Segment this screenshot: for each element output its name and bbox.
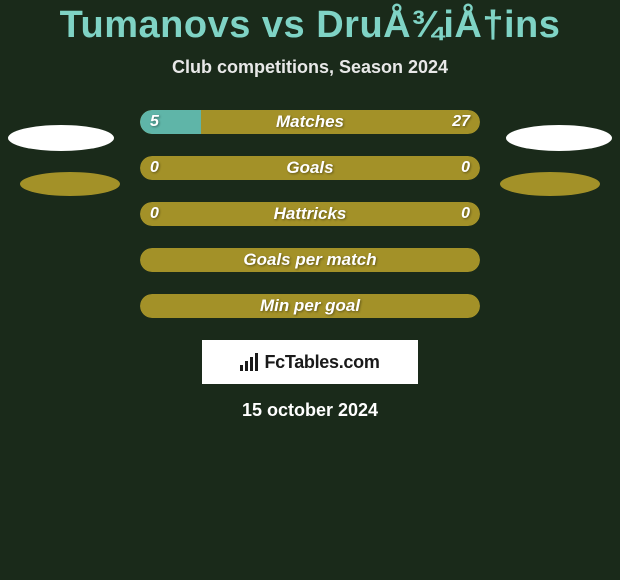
stats-container: 527Matches 00Goals 00Hattricks Goals per ma… xyxy=(140,110,480,318)
date-text: 15 october 2024 xyxy=(242,400,378,421)
stat-fill xyxy=(140,110,201,134)
stat-track xyxy=(140,248,480,272)
page-title: Tumanovs vs DruÅ¾iÅ†ins xyxy=(60,4,561,47)
fctables-logo: FcTables.com xyxy=(202,340,418,384)
right-ellipse-row-1 xyxy=(500,172,600,196)
logo-bars-icon xyxy=(240,353,258,371)
right-ellipse-row-0 xyxy=(506,125,612,151)
left-ellipse-row-1 xyxy=(20,172,120,196)
stat-track xyxy=(140,202,480,226)
logo-inner: FcTables.com xyxy=(240,352,379,373)
stat-track xyxy=(140,156,480,180)
stat-row: Goals per match xyxy=(140,248,480,272)
left-ellipse-row-0 xyxy=(8,125,114,151)
stat-row: 00Hattricks xyxy=(140,202,480,226)
stat-track xyxy=(140,294,480,318)
stat-row: Min per goal xyxy=(140,294,480,318)
logo-text: FcTables.com xyxy=(264,352,379,373)
stat-row: 527Matches xyxy=(140,110,480,134)
subtitle: Club competitions, Season 2024 xyxy=(172,57,448,78)
stat-row: 00Goals xyxy=(140,156,480,180)
